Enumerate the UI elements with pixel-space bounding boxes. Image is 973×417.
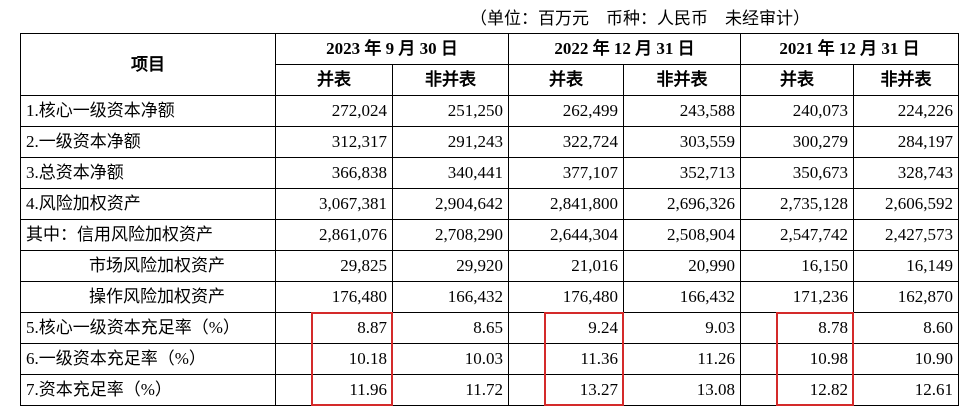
row-label: 市场风险加权资产 — [20, 250, 276, 282]
cell-value: 2,904,642 — [392, 188, 509, 220]
data-row: 5.核心一级资本充足率（%） 8.87 8.65 9.24 9.03 8.78 8.60 — [20, 312, 959, 344]
cell-value: 300,279 — [740, 126, 854, 158]
data-row: 市场风险加权资产 29,825 29,920 21,016 20,990 16,150 16… — [20, 250, 959, 282]
row-label: 2.一级资本净额 — [20, 126, 276, 158]
period-header: 2022 年 12 月 31 日 — [508, 33, 741, 65]
cell-value: 166,432 — [392, 281, 509, 313]
cell-value: 8.65 — [392, 312, 509, 344]
cell-value: 13.27 — [508, 374, 624, 406]
cell-value: 2,644,304 — [508, 219, 624, 251]
capital-table: 项目 2023 年 9 月 30 日 2022 年 12 月 31 日 2021 年 … — [20, 33, 959, 406]
subheader: 非并表 — [853, 64, 959, 96]
cell-value: 2,427,573 — [853, 219, 959, 251]
cell-value: 10.90 — [853, 343, 959, 375]
cell-value: 20,990 — [623, 250, 741, 282]
subheader: 并表 — [508, 64, 624, 96]
row-label: 6.一级资本充足率（%） — [20, 343, 276, 375]
data-row: 2.一级资本净额 312,317 291,243 322,724 303,559 300,… — [20, 126, 959, 158]
cell-value: 16,150 — [740, 250, 854, 282]
cell-value: 9.03 — [623, 312, 741, 344]
cell-value: 251,250 — [392, 95, 509, 127]
cell-value: 328,743 — [853, 157, 959, 189]
cell-value: 8.78 — [740, 312, 854, 344]
cell-value: 272,024 — [275, 95, 393, 127]
cell-value: 11.26 — [623, 343, 741, 375]
subheader: 并表 — [275, 64, 393, 96]
row-label: 操作风险加权资产 — [20, 281, 276, 313]
cell-value: 12.82 — [740, 374, 854, 406]
highlight-box — [775, 311, 854, 406]
cell-value: 312,317 — [275, 126, 393, 158]
cell-value: 2,735,128 — [740, 188, 854, 220]
cell-value: 240,073 — [740, 95, 854, 127]
cell-value: 176,480 — [275, 281, 393, 313]
cell-value: 2,841,800 — [508, 188, 624, 220]
data-row: 3.总资本净额 366,838 340,441 377,107 352,713 350,6… — [20, 157, 959, 189]
cell-value: 2,606,592 — [853, 188, 959, 220]
cell-value: 2,508,904 — [623, 219, 741, 251]
highlight-box — [543, 311, 624, 406]
cell-value: 8.87 — [275, 312, 393, 344]
cell-value: 2,861,076 — [275, 219, 393, 251]
unit-note: （单位：百万元 币种：人民币 未经审计） — [470, 9, 810, 28]
subheader: 并表 — [740, 64, 854, 96]
cell-value: 11.72 — [392, 374, 509, 406]
data-row: 7.资本充足率（%） 11.96 11.72 13.27 13.08 12.82 12.61 — [20, 374, 959, 406]
cell-value: 291,243 — [392, 126, 509, 158]
cell-value: 340,441 — [392, 157, 509, 189]
data-row: 6.一级资本充足率（%） 10.18 10.03 11.36 11.26 10.98 10.… — [20, 343, 959, 375]
cell-value: 171,236 — [740, 281, 854, 313]
cell-value: 166,432 — [623, 281, 741, 313]
cell-value: 350,673 — [740, 157, 854, 189]
cell-value: 3,067,381 — [275, 188, 393, 220]
data-row: 4.风险加权资产 3,067,381 2,904,642 2,841,800 2,696… — [20, 188, 959, 220]
cell-value: 8.60 — [853, 312, 959, 344]
cell-value: 21,016 — [508, 250, 624, 282]
row-label: 1.核心一级资本净额 — [20, 95, 276, 127]
subheader-row: 并表 非并表 并表 非并表 并表 非并表 — [21, 64, 959, 96]
cell-value: 366,838 — [275, 157, 393, 189]
subheader: 非并表 — [392, 64, 509, 96]
data-row: 1.核心一级资本净额 272,024 251,250 262,499 243,588 24… — [20, 95, 959, 127]
row-label: 其中：信用风险加权资产 — [20, 219, 276, 251]
cell-value: 352,713 — [623, 157, 741, 189]
period-header: 2023 年 9 月 30 日 — [275, 33, 509, 65]
row-label: 5.核心一级资本充足率（%） — [20, 312, 276, 344]
cell-value: 10.03 — [392, 343, 509, 375]
cell-value: 284,197 — [853, 126, 959, 158]
cell-value: 29,825 — [275, 250, 393, 282]
cell-value: 13.08 — [623, 374, 741, 406]
cell-value: 162,870 — [853, 281, 959, 313]
cell-value: 12.61 — [853, 374, 959, 406]
cell-value: 2,547,742 — [740, 219, 854, 251]
cell-value: 322,724 — [508, 126, 624, 158]
row-label: 7.资本充足率（%） — [20, 374, 276, 406]
cell-value: 262,499 — [508, 95, 624, 127]
row-label: 3.总资本净额 — [20, 157, 276, 189]
cell-value: 10.98 — [740, 343, 854, 375]
cell-value: 2,708,290 — [392, 219, 509, 251]
cell-value: 377,107 — [508, 157, 624, 189]
subheader: 非并表 — [623, 64, 741, 96]
header-row: 项目 2023 年 9 月 30 日 2022 年 12 月 31 日 2021 年 … — [20, 33, 959, 96]
item-header: 项目 — [20, 33, 276, 96]
cell-value: 176,480 — [508, 281, 624, 313]
period-header: 2021 年 12 月 31 日 — [740, 33, 959, 65]
cell-value: 29,920 — [392, 250, 509, 282]
data-row: 其中：信用风险加权资产 2,861,076 2,708,290 2,644,304 2,… — [20, 219, 959, 251]
cell-value: 303,559 — [623, 126, 741, 158]
cell-value: 2,696,326 — [623, 188, 741, 220]
cell-value: 243,588 — [623, 95, 741, 127]
cell-value: 16,149 — [853, 250, 959, 282]
cell-value: 11.36 — [508, 343, 624, 375]
data-row: 操作风险加权资产 176,480 166,432 176,480 166,432 171,… — [20, 281, 959, 313]
highlight-box — [310, 311, 393, 406]
cell-value: 224,226 — [853, 95, 959, 127]
row-label: 4.风险加权资产 — [20, 188, 276, 220]
